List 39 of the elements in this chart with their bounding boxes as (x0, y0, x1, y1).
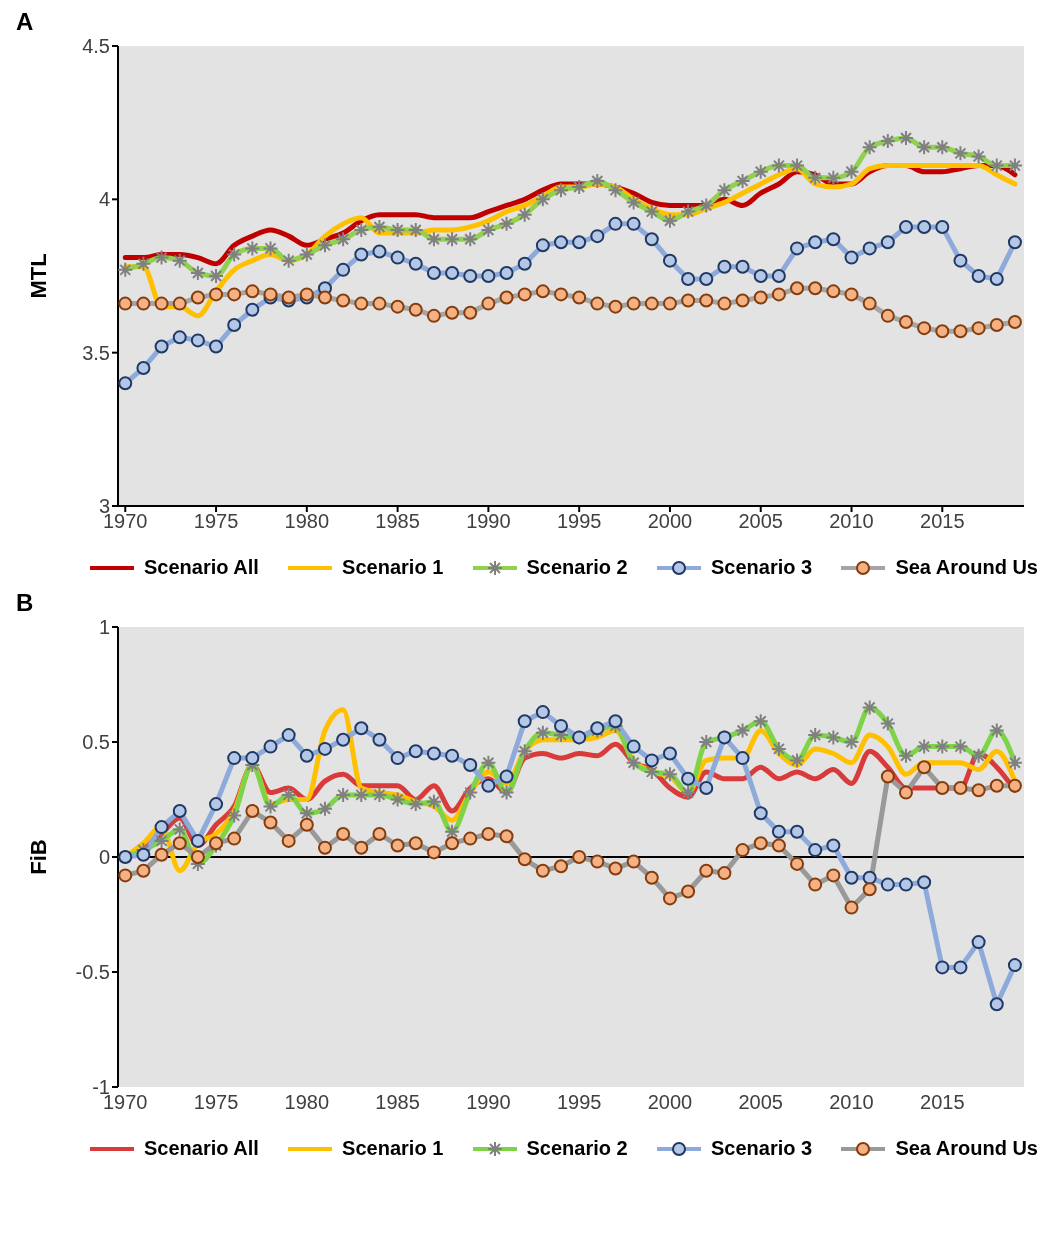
chart-title: B (15, 589, 35, 617)
x-tick-label: 1985 (375, 510, 420, 533)
x-tick-label: 1990 (466, 1091, 511, 1114)
x-tick-label: 1990 (466, 510, 511, 533)
chart-title: A (15, 8, 35, 36)
y-axis-title: FiB (25, 839, 51, 875)
y-tick-label: 1 (98, 616, 110, 639)
x-tick-label: 2000 (647, 510, 693, 533)
x-tick-label: 1980 (284, 510, 330, 533)
x-tick-label: 2005 (738, 1091, 783, 1114)
x-tick-label: 2005 (738, 510, 783, 533)
legend-label: Scenario 1 (342, 1137, 444, 1160)
x-tick-label: 1975 (193, 1091, 239, 1114)
x-tick-label: 2010 (829, 1091, 874, 1114)
x-tick-label: 2015 (920, 510, 965, 533)
y-tick-label: 0 (98, 846, 110, 869)
legend-label: Scenario 2 (526, 556, 628, 579)
x-tick-label: 1995 (556, 1091, 602, 1114)
legend-label: Scenario 1 (342, 556, 444, 579)
x-tick-label: 1980 (284, 1091, 330, 1114)
legend-label: Scenario All (144, 556, 259, 579)
x-tick-label: 1985 (375, 1091, 420, 1114)
legend-label: Scenario 3 (710, 556, 813, 579)
x-tick-label: 2000 (647, 1091, 693, 1114)
x-tick-label: 2015 (920, 1091, 965, 1114)
y-tick-label: 4 (98, 188, 110, 211)
y-tick-label: -0.5 (75, 961, 110, 984)
x-tick-label: 1995 (556, 510, 602, 533)
x-tick-label: 1975 (193, 510, 239, 533)
legend-label: Sea Around Us (895, 556, 1038, 579)
x-tick-label: 2010 (829, 510, 874, 533)
y-tick-label: 0.5 (82, 731, 110, 754)
y-tick-label: 3.5 (82, 341, 110, 364)
y-axis-title: MTL (25, 253, 51, 299)
legend-label: Scenario 2 (526, 1137, 628, 1160)
legend-label: Scenario 3 (710, 1137, 813, 1160)
legend-label: Scenario All (144, 1137, 259, 1160)
y-tick-label: 4.5 (82, 35, 110, 58)
legend-label: Sea Around Us (895, 1137, 1038, 1160)
